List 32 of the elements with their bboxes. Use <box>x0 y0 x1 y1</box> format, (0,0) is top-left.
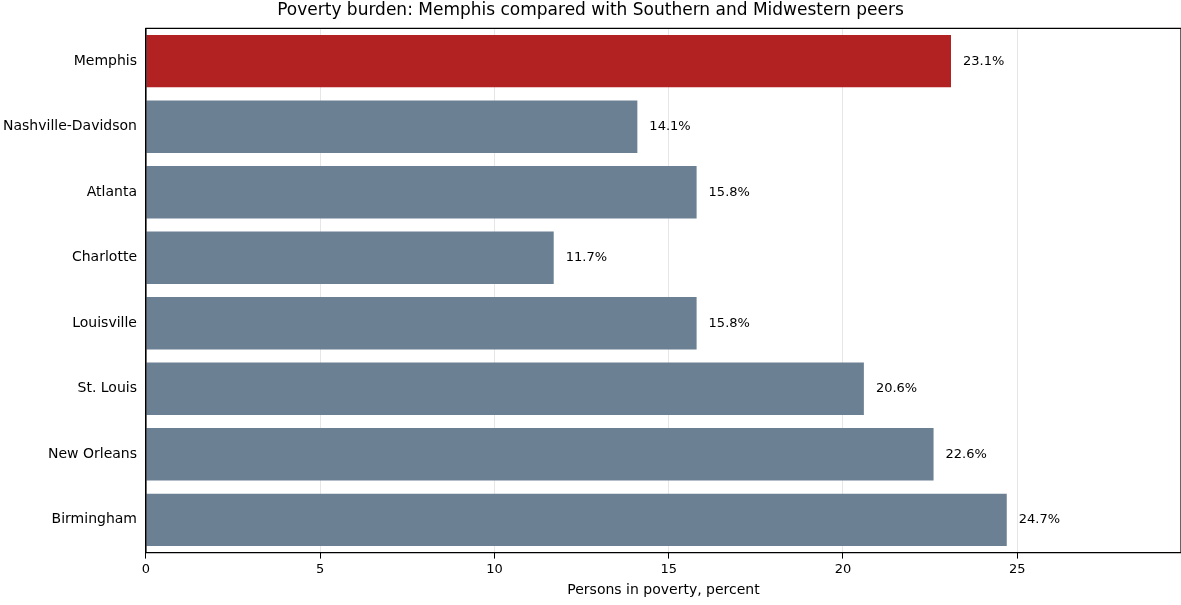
data-label: 11.7% <box>565 249 608 265</box>
y-tick-label: Memphis <box>73 51 137 68</box>
y-tick-label: New Orleans <box>47 444 137 461</box>
bar <box>146 100 638 153</box>
chart-title: Poverty burden: Memphis compared with Southern and Midwestern peers <box>277 0 904 19</box>
data-label: 15.8% <box>708 183 750 199</box>
y-tick-label: Louisville <box>72 313 137 330</box>
x-tick-label: 0 <box>141 560 151 576</box>
y-tick-label: Charlotte <box>71 248 137 265</box>
bar <box>146 297 697 350</box>
y-tick-label: Atlanta <box>86 182 137 199</box>
bar <box>146 362 864 415</box>
bar <box>146 34 951 88</box>
data-label: 22.6% <box>945 445 987 461</box>
y-tick-label: Birmingham <box>51 510 137 527</box>
y-tick-label: Nashville-Davidson <box>2 117 137 134</box>
data-label: 15.8% <box>708 314 750 330</box>
y-tick-label: St. Louis <box>77 379 137 396</box>
data-label: 24.7% <box>1018 511 1061 527</box>
data-label: 20.6% <box>875 380 918 396</box>
bar <box>146 166 697 219</box>
bar <box>146 231 554 284</box>
x-tick-label: 25 <box>1008 560 1026 576</box>
bar <box>146 493 1007 547</box>
x-tick-label: 5 <box>316 560 325 576</box>
x-tick-label: 10 <box>486 560 503 576</box>
x-axis-title: Persons in poverty, percent <box>567 581 761 598</box>
data-label: 14.1% <box>649 118 691 134</box>
data-label: 23.1% <box>963 52 1005 68</box>
x-tick-label: 20 <box>834 560 852 576</box>
bar <box>146 428 934 481</box>
x-tick-label: 15 <box>660 560 677 576</box>
